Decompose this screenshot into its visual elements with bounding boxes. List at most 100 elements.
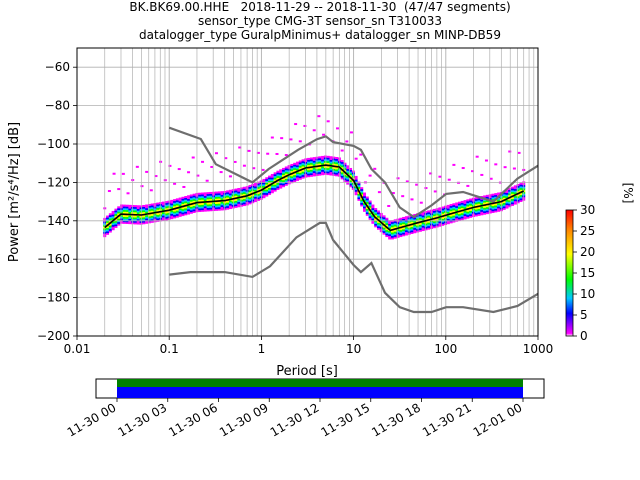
- heatmap-cell: [449, 216, 453, 219]
- coverage-tick-label: 11-30 12: [268, 400, 322, 439]
- heatmap-cell: [231, 201, 235, 204]
- heatmap-cell: [265, 189, 269, 192]
- heatmap-cell: [340, 175, 344, 178]
- heatmap-cell: [136, 219, 140, 222]
- heatmap-cell: [159, 202, 163, 205]
- heatmap-cell: [212, 191, 216, 194]
- heatmap-cell: [393, 231, 397, 234]
- heatmap-cell: [354, 175, 358, 178]
- heatmap-cell: [466, 199, 470, 202]
- heatmap-cell: [262, 178, 266, 181]
- heatmap-cell: [106, 225, 110, 228]
- heatmap-cell: [477, 213, 481, 216]
- heatmap-cell: [516, 187, 520, 190]
- x-tick-label: 10: [346, 342, 361, 356]
- heatmap-cell: [237, 198, 241, 201]
- heatmap-cell: [357, 185, 361, 188]
- y-tick-label: −60: [45, 60, 70, 74]
- heatmap-cell: [452, 203, 456, 206]
- heatmap-cell: [234, 202, 238, 205]
- heatmap-outlier: [484, 159, 488, 162]
- heatmap-cell: [282, 183, 286, 186]
- heatmap-cell: [309, 174, 313, 177]
- heatmap-cell: [142, 204, 146, 207]
- heatmap-cell: [298, 165, 302, 168]
- heatmap-cell: [201, 194, 205, 197]
- heatmap-cell: [519, 182, 523, 185]
- heatmap-cell: [335, 169, 339, 172]
- heatmap-cell: [513, 187, 517, 190]
- heatmap-outlier: [242, 164, 246, 167]
- heatmap-cell: [192, 204, 196, 207]
- heatmap-cell: [318, 163, 322, 166]
- heatmap-cell: [416, 227, 420, 230]
- heatmap-cell: [120, 209, 124, 212]
- heatmap-cell: [192, 198, 196, 201]
- heatmap-cell: [460, 212, 464, 215]
- heatmap-cell: [494, 208, 498, 211]
- heatmap-cell: [128, 216, 132, 219]
- heatmap-cell: [226, 195, 230, 198]
- heatmap-cell: [335, 170, 339, 173]
- heatmap-cell: [335, 167, 339, 170]
- heatmap-cell: [399, 217, 403, 220]
- heatmap-cell: [413, 231, 417, 234]
- heatmap-cell: [329, 157, 333, 160]
- heatmap-cell: [452, 220, 456, 223]
- heatmap-cell: [226, 192, 230, 195]
- heatmap-cell: [511, 197, 515, 200]
- heatmap-cell: [192, 210, 196, 213]
- heatmap-cell: [304, 172, 308, 175]
- heatmap-cell: [265, 192, 269, 195]
- heatmap-cell: [304, 168, 308, 171]
- heatmap-cell: [474, 202, 478, 205]
- heatmap-cell: [304, 170, 308, 173]
- heatmap-cell: [301, 171, 305, 174]
- heatmap-cell: [312, 157, 316, 160]
- heatmap-cell: [485, 200, 489, 203]
- heatmap-cell: [203, 204, 207, 207]
- heatmap-cell: [231, 196, 235, 199]
- heatmap-cell: [402, 223, 406, 226]
- heatmap-cell: [106, 222, 110, 225]
- heatmap-cell: [502, 194, 506, 197]
- heatmap-cell: [497, 206, 501, 209]
- heatmap-cell: [349, 173, 353, 176]
- heatmap-outlier: [303, 124, 307, 127]
- heatmap-cell: [318, 173, 322, 176]
- coverage-tick-label: 12-01 00: [471, 400, 525, 439]
- heatmap-cell: [477, 200, 481, 203]
- heatmap-outlier: [247, 149, 251, 152]
- coverage-tick-label: 11-30 06: [166, 400, 220, 439]
- heatmap-cell: [513, 202, 517, 205]
- heatmap-cell: [248, 188, 252, 191]
- heatmap-cell: [284, 183, 288, 186]
- heatmap-cell: [516, 185, 520, 188]
- heatmap-cell: [329, 159, 333, 162]
- heatmap-cell: [421, 222, 425, 225]
- heatmap-outlier: [312, 129, 316, 132]
- title-line-1: BK.BK69.00.HHE 2018-11-29 -- 2018-11-30 …: [129, 0, 511, 14]
- heatmap-cell: [424, 223, 428, 226]
- heatmap-cell: [284, 178, 288, 181]
- coverage-bar-blue: [117, 387, 523, 398]
- heatmap-cell: [385, 233, 389, 236]
- heatmap-cell: [494, 206, 498, 209]
- heatmap-cell: [393, 229, 397, 232]
- heatmap-cell: [270, 177, 274, 180]
- heatmap-cell: [318, 171, 322, 174]
- heatmap-cell: [323, 160, 327, 163]
- curve-nlnm: [169, 221, 539, 314]
- heatmap-outlier: [252, 167, 256, 170]
- heatmap-outlier: [336, 127, 340, 130]
- heatmap-cell: [427, 210, 431, 213]
- heatmap-cell: [256, 186, 260, 189]
- heatmap-cell: [321, 173, 325, 176]
- heatmap-cell: [480, 208, 484, 211]
- heatmap-cell: [357, 186, 361, 189]
- heatmap-cell: [265, 187, 269, 190]
- heatmap-cell: [201, 192, 205, 195]
- heatmap-cell: [399, 229, 403, 232]
- heatmap-cell: [184, 211, 188, 214]
- heatmap-cell: [519, 193, 523, 196]
